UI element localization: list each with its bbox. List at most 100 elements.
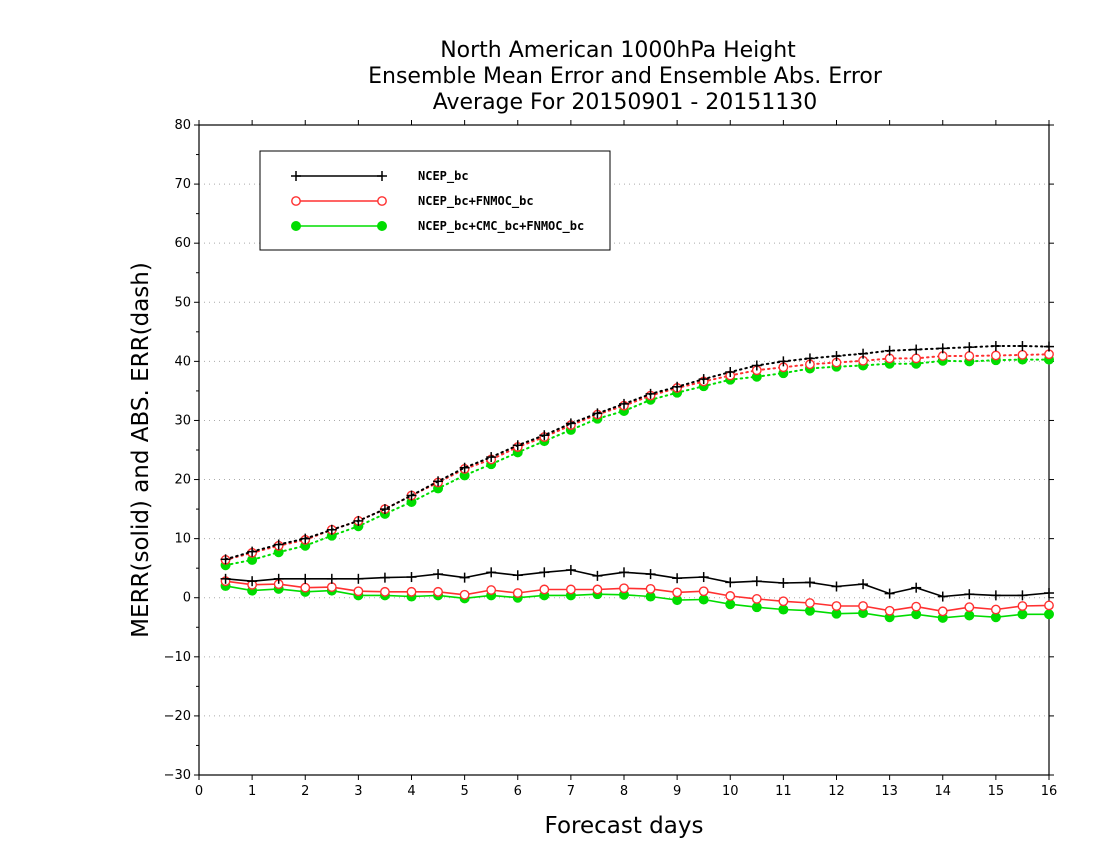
merr-point bbox=[778, 577, 789, 588]
x-tick-label: 14 bbox=[934, 784, 951, 799]
series-layer bbox=[220, 341, 1054, 623]
merr-point bbox=[300, 573, 311, 584]
merr-point bbox=[990, 590, 1001, 601]
merr-point bbox=[486, 585, 497, 595]
abs-err-line bbox=[224, 358, 1050, 567]
merr-point bbox=[433, 586, 443, 597]
abs-err-point bbox=[326, 524, 337, 535]
merr-point bbox=[778, 596, 789, 607]
chart-title-line-2: Ensemble Mean Error and Ensemble Abs. Er… bbox=[368, 64, 883, 89]
merr-point bbox=[698, 594, 709, 605]
abs-err-point bbox=[937, 343, 948, 354]
abs-err-point bbox=[247, 546, 258, 557]
merr-point bbox=[698, 572, 709, 583]
merr-point bbox=[406, 572, 417, 583]
merr-point bbox=[831, 581, 842, 592]
x-tick-label: 1 bbox=[248, 784, 256, 799]
y-tick-label: −10 bbox=[164, 650, 191, 665]
merr-point bbox=[326, 582, 337, 592]
merr-point bbox=[379, 572, 390, 583]
merr-point bbox=[645, 583, 656, 594]
merr-point bbox=[964, 602, 975, 613]
merr-point bbox=[353, 573, 364, 584]
legend-marker bbox=[291, 221, 301, 231]
x-tick-label: 9 bbox=[673, 784, 681, 799]
y-tick-label: 70 bbox=[174, 177, 191, 192]
x-tick-label: 6 bbox=[514, 784, 522, 799]
merr-point bbox=[990, 604, 1001, 615]
merr-point bbox=[884, 605, 895, 616]
x-tick-label: 3 bbox=[354, 784, 362, 799]
abs-err-point bbox=[1044, 341, 1054, 352]
legend-marker bbox=[377, 221, 387, 231]
abs-err-point bbox=[406, 490, 417, 501]
merr-point bbox=[619, 567, 629, 578]
x-tick-label: 7 bbox=[567, 784, 575, 799]
merr-point bbox=[911, 582, 922, 593]
abs-err-point bbox=[486, 452, 497, 463]
abs-err-point bbox=[778, 356, 789, 367]
merr-point bbox=[486, 567, 497, 578]
y-tick-label: −20 bbox=[164, 709, 191, 724]
merr-point bbox=[964, 589, 975, 600]
x-tick-label: 2 bbox=[301, 784, 309, 799]
legend: NCEP_bc NCEP_bc+FNMOC_bc NCEP_bc+CMC_bc+FN… bbox=[259, 150, 611, 251]
merr-point bbox=[1017, 601, 1028, 611]
x-tick-label: 0 bbox=[195, 784, 203, 799]
x-tick-label: 16 bbox=[1041, 784, 1058, 799]
chart-title-line-3: Average For 20150901 - 20151130 bbox=[433, 90, 818, 115]
merr-point bbox=[539, 584, 550, 595]
y-tick-label: 20 bbox=[174, 473, 191, 488]
legend-label: NCEP_bc bbox=[418, 169, 469, 184]
chart-title-line-1: North American 1000hPa Height bbox=[440, 38, 796, 63]
merr-point bbox=[353, 586, 364, 597]
x-tick-label: 8 bbox=[620, 784, 628, 799]
merr-point bbox=[751, 594, 762, 604]
abs-err-point bbox=[300, 533, 311, 544]
merr-point bbox=[619, 583, 629, 594]
merr-point bbox=[565, 564, 576, 575]
abs-err-point bbox=[911, 344, 922, 355]
y-tick-label: 60 bbox=[174, 236, 191, 251]
y-tick-label: 40 bbox=[174, 354, 191, 369]
y-axis-label: MERR(solid) and ABS. ERR(dash) bbox=[128, 262, 154, 638]
y-tick-label: 30 bbox=[174, 413, 191, 428]
merr-point bbox=[725, 599, 736, 610]
x-tick-label: 4 bbox=[407, 784, 415, 799]
abs-err-point bbox=[884, 345, 895, 356]
merr-line bbox=[225, 569, 1050, 598]
merr-point bbox=[406, 586, 417, 597]
abs-err-point bbox=[379, 504, 390, 515]
series-0 bbox=[220, 341, 1054, 602]
abs-err-point bbox=[592, 408, 603, 419]
x-tick-label: 12 bbox=[828, 784, 845, 799]
legend-label: NCEP_bc+CMC_bc+FNMOC_bc bbox=[418, 219, 584, 234]
legend-marker bbox=[377, 171, 387, 181]
abs-err-point bbox=[353, 515, 364, 526]
legend-marker bbox=[377, 196, 387, 206]
merr-point bbox=[937, 606, 948, 617]
merr-point bbox=[433, 569, 444, 580]
merr-point bbox=[326, 573, 337, 584]
merr-point bbox=[459, 572, 470, 583]
abs-err-point bbox=[911, 353, 922, 364]
merr-point bbox=[698, 586, 709, 597]
x-tick-label: 15 bbox=[988, 784, 1005, 799]
abs-err-point bbox=[459, 462, 470, 473]
abs-err-point bbox=[512, 440, 523, 451]
series-1 bbox=[220, 349, 1054, 617]
merr-point bbox=[512, 570, 523, 581]
abs-err-line bbox=[224, 353, 1050, 561]
abs-err-point bbox=[273, 539, 284, 550]
abs-err-point bbox=[725, 367, 736, 377]
legend-label: NCEP_bc+FNMOC_bc bbox=[418, 194, 534, 209]
merr-point bbox=[778, 604, 789, 615]
abs-err-point bbox=[672, 381, 683, 392]
merr-point bbox=[858, 601, 868, 611]
y-tick-label: 50 bbox=[174, 295, 191, 310]
x-tick-label: 11 bbox=[775, 784, 792, 799]
merr-point bbox=[220, 573, 231, 584]
abs-err-point bbox=[990, 350, 1001, 361]
